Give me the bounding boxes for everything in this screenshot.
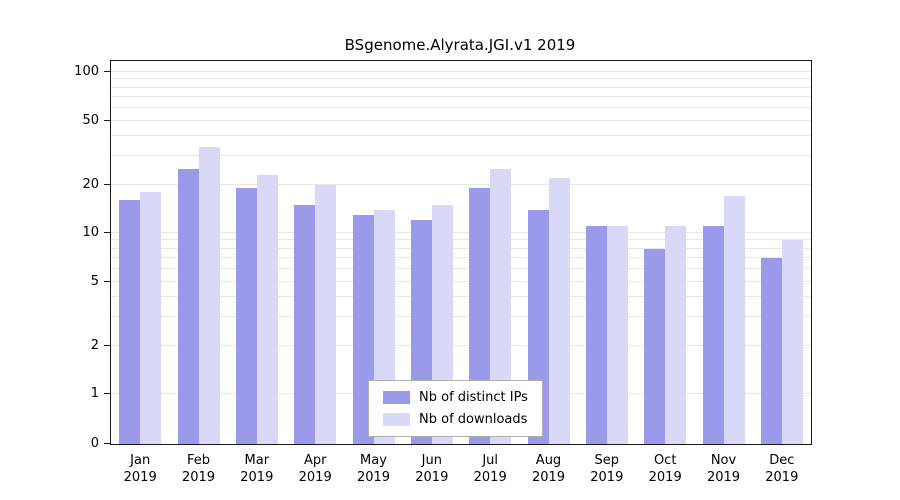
gridline — [111, 267, 811, 269]
y-tick-mark — [104, 232, 111, 233]
bar-downloads — [256, 174, 278, 444]
gridline — [111, 155, 811, 157]
bar-distinct-ips — [119, 200, 141, 444]
gridline — [111, 239, 811, 241]
x-tick-label: May 2019 — [356, 453, 391, 485]
bar-downloads — [140, 191, 162, 444]
gridline — [111, 106, 811, 108]
gridline — [111, 86, 811, 88]
y-tick-mark — [104, 443, 111, 444]
y-tick-label: 2 — [90, 337, 99, 353]
gridline — [111, 135, 811, 137]
x-tick-label: Feb 2019 — [181, 453, 216, 485]
bar-distinct-ips — [177, 168, 199, 444]
bar-downloads — [723, 195, 745, 444]
y-tick-label: 0 — [90, 436, 99, 451]
bar-downloads — [198, 147, 220, 444]
gridline — [111, 280, 811, 282]
legend-swatch-distinct-ips — [383, 391, 410, 404]
y-tick-label: 1 — [90, 386, 99, 401]
bar-downloads — [781, 240, 803, 444]
y-tick-mark — [104, 183, 111, 185]
gridline — [111, 247, 811, 249]
gridline — [111, 344, 811, 346]
bar-distinct-ips — [235, 188, 257, 444]
y-tick-mark — [104, 393, 111, 394]
x-tick-label: Jun 2019 — [415, 453, 449, 485]
bar-distinct-ips — [702, 226, 724, 444]
bar-downloads — [315, 184, 337, 444]
plot-area: 0 1 2 5 10 20 50 100 Jan 2019 Feb 2019 Mar 2019 Apr 201… — [74, 60, 812, 485]
gridline — [111, 119, 811, 121]
bar-downloads — [606, 226, 628, 444]
gridline — [111, 78, 811, 80]
y-tick-label: 50 — [82, 112, 99, 128]
x-tick-label: Aug 2019 — [531, 453, 566, 485]
legend-row-downloads: Nb of downloads — [383, 412, 528, 427]
bar-distinct-ips — [294, 204, 316, 444]
x-tick-label: Oct 2019 — [648, 453, 682, 485]
y-tick-mark — [104, 119, 111, 121]
gridline — [111, 71, 811, 72]
bar-distinct-ips — [644, 248, 666, 444]
gridline — [111, 296, 811, 298]
x-tick-label: Mar 2019 — [240, 453, 274, 485]
legend-label-downloads: Nb of downloads — [419, 412, 528, 427]
legend: Nb of distinct IPs Nb of downloads — [368, 380, 543, 437]
x-tick-label: Dec 2019 — [765, 453, 799, 485]
y-tick-label: 20 — [82, 176, 99, 192]
legend-swatch-downloads — [383, 413, 410, 426]
y-tick-mark — [104, 280, 111, 282]
y-tick-label: 5 — [90, 273, 99, 289]
x-tick-label: Jul 2019 — [473, 453, 507, 485]
x-tick-label: Jan 2019 — [123, 453, 157, 485]
x-tick-label: Nov 2019 — [706, 453, 741, 485]
x-tick-label: Sep 2019 — [590, 453, 624, 485]
gridline — [111, 183, 811, 185]
bar-downloads — [665, 226, 687, 444]
y-tick-mark — [104, 344, 111, 346]
gridline — [111, 256, 811, 258]
legend-label-distinct-ips: Nb of distinct IPs — [419, 390, 528, 405]
gridline — [111, 232, 811, 233]
y-tick-label: 100 — [74, 64, 99, 79]
chart-title: BSgenome.Alyrata.JGI.v1 2019 — [344, 36, 576, 54]
y-tick-label: 10 — [82, 225, 99, 240]
x-tick-label: Apr 2019 — [298, 453, 332, 485]
legend-row-distinct-ips: Nb of distinct IPs — [383, 390, 528, 405]
gridline — [111, 316, 811, 318]
bar-downloads — [548, 177, 570, 444]
bar-downloads — [490, 168, 512, 444]
bar-distinct-ips — [585, 226, 607, 444]
gridline — [111, 95, 811, 97]
bar-distinct-ips — [760, 257, 782, 444]
y-tick-mark — [104, 71, 111, 72]
